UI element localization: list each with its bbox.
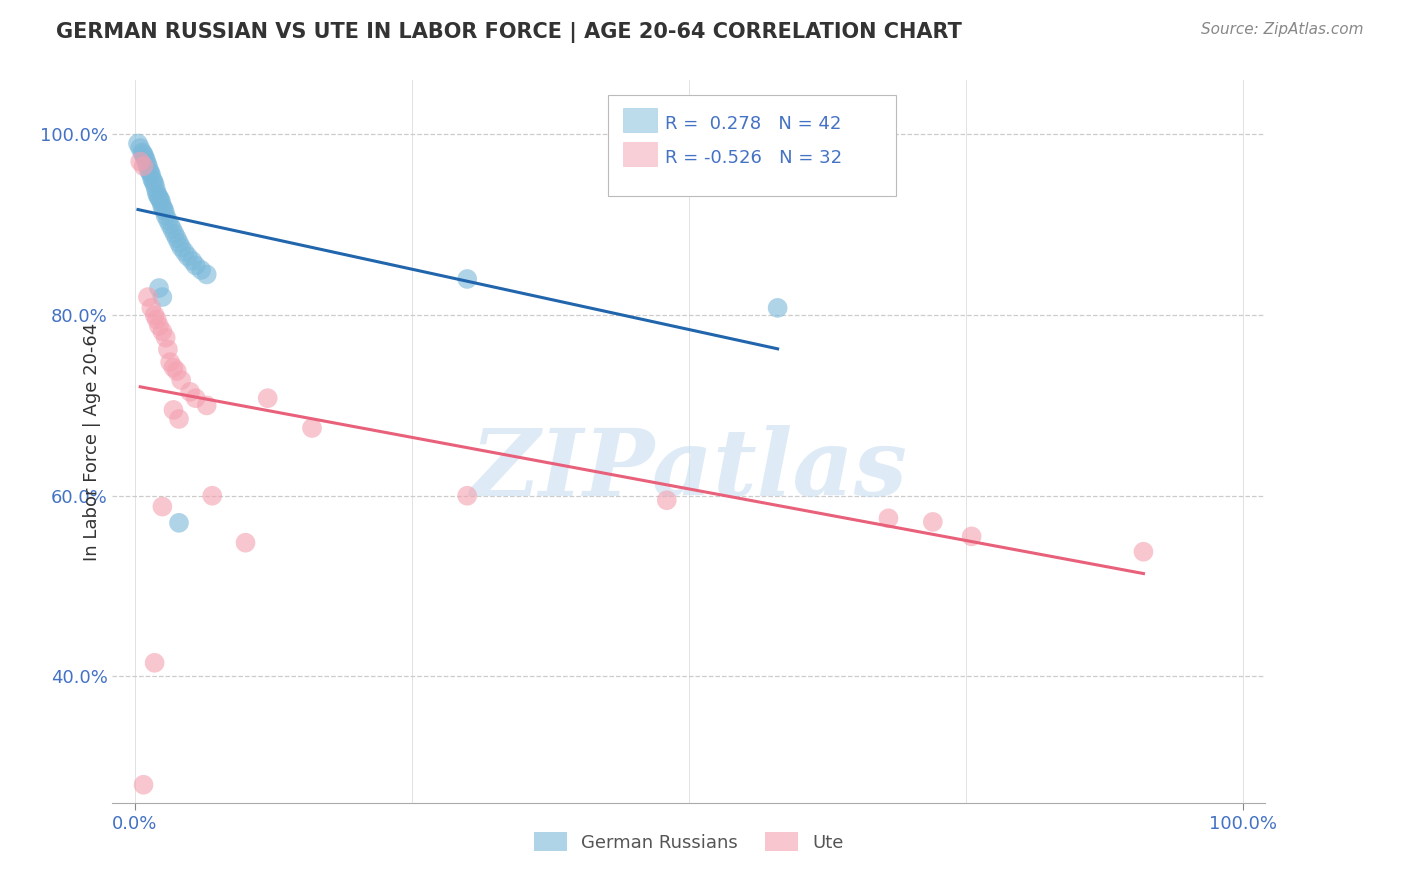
Point — [129, 154, 152, 169]
Point — [143, 308, 166, 322]
Point — [146, 186, 169, 201]
Point — [142, 174, 165, 188]
Point — [153, 204, 176, 219]
Text: GERMAN RUSSIAN VS UTE IN LABOR FORCE | AGE 20-64 CORRELATION CHART: GERMAN RUSSIAN VS UTE IN LABOR FORCE | A… — [56, 22, 962, 44]
Point — [960, 529, 983, 543]
Point — [141, 172, 163, 186]
Point — [177, 249, 200, 263]
Point — [150, 290, 173, 304]
Point — [159, 355, 181, 369]
Point — [135, 153, 157, 167]
Point — [148, 191, 170, 205]
Point — [138, 163, 160, 178]
Point — [129, 141, 152, 155]
Point — [166, 364, 188, 378]
Point — [150, 500, 173, 514]
Point — [156, 213, 179, 227]
Point — [201, 489, 224, 503]
Point — [162, 360, 184, 375]
Point — [141, 168, 163, 182]
Point — [132, 159, 155, 173]
Point — [184, 391, 207, 405]
Point — [148, 318, 170, 333]
Text: R = -0.526   N = 32: R = -0.526 N = 32 — [665, 149, 842, 167]
Point — [184, 259, 207, 273]
Text: Source: ZipAtlas.com: Source: ZipAtlas.com — [1201, 22, 1364, 37]
Point — [190, 263, 212, 277]
FancyBboxPatch shape — [623, 142, 657, 166]
Point — [921, 515, 943, 529]
Point — [170, 240, 193, 254]
Point — [766, 301, 789, 315]
Point — [173, 244, 195, 259]
Point — [181, 254, 204, 268]
Point — [155, 209, 177, 223]
Point — [155, 331, 177, 345]
Point — [456, 272, 478, 286]
Point — [146, 312, 169, 326]
Point — [127, 136, 149, 151]
Point — [301, 421, 323, 435]
Point — [149, 193, 172, 207]
Point — [1132, 545, 1154, 559]
Point — [132, 147, 155, 161]
Point — [163, 227, 186, 241]
Text: R =  0.278   N = 42: R = 0.278 N = 42 — [665, 115, 841, 133]
Point — [150, 200, 173, 214]
FancyBboxPatch shape — [609, 95, 897, 196]
Point — [139, 165, 162, 179]
Legend: German Russians, Ute: German Russians, Ute — [527, 825, 851, 859]
Point — [134, 150, 156, 164]
Point — [162, 403, 184, 417]
Point — [136, 290, 159, 304]
Point — [150, 195, 173, 210]
Point — [170, 373, 193, 387]
Point — [256, 391, 278, 405]
Point — [150, 324, 173, 338]
Text: ZIPatlas: ZIPatlas — [471, 425, 907, 516]
Point — [132, 778, 155, 792]
Y-axis label: In Labor Force | Age 20-64: In Labor Force | Age 20-64 — [83, 322, 101, 561]
FancyBboxPatch shape — [623, 108, 657, 132]
Point — [167, 412, 190, 426]
Point — [159, 218, 181, 232]
Point — [136, 159, 159, 173]
Point — [135, 156, 157, 170]
Point — [131, 145, 153, 160]
Point — [141, 301, 163, 315]
Point — [655, 493, 678, 508]
Point — [143, 656, 166, 670]
Point — [167, 235, 190, 250]
Point — [167, 516, 190, 530]
Point — [162, 222, 184, 236]
Point — [148, 281, 170, 295]
Point — [179, 384, 201, 399]
Point — [235, 535, 257, 549]
Point — [456, 489, 478, 503]
Point — [146, 189, 169, 203]
Point — [145, 182, 167, 196]
Point — [166, 231, 188, 245]
Point — [195, 398, 218, 412]
Point — [152, 202, 174, 216]
Point — [143, 177, 166, 191]
Point — [195, 268, 218, 282]
Point — [156, 343, 179, 357]
Point — [877, 511, 900, 525]
